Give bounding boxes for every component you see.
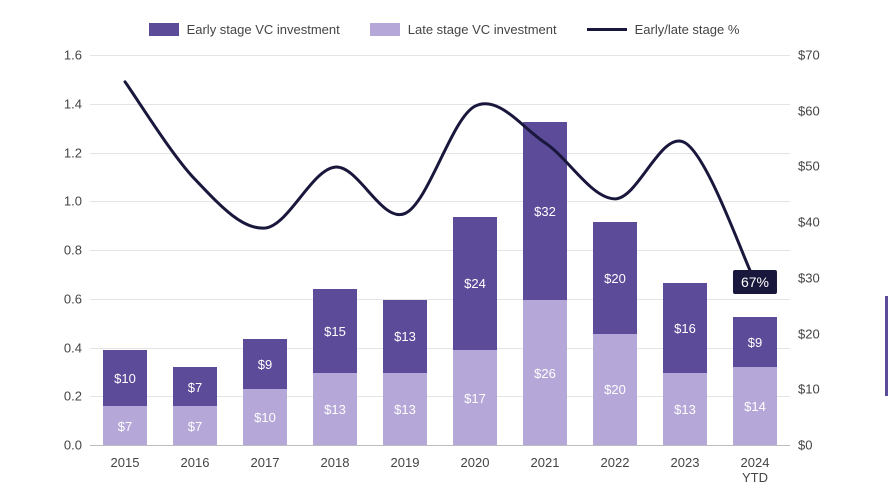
bar-early [663,283,706,372]
y-left-tick: 0.2 [64,389,90,404]
x-tick: 2024 YTD [741,445,770,485]
bar-early [243,339,286,389]
bar-late [593,334,636,445]
bar-early [313,289,356,373]
x-tick: 2018 [321,445,350,470]
y-left-tick: 0.0 [64,438,90,453]
bar-late [173,406,216,445]
legend-label-ratio: Early/late stage % [635,22,740,37]
x-tick: 2020 [461,445,490,470]
x-tick: 2023 [671,445,700,470]
bar-group: $17$24 [453,217,496,445]
x-tick: 2017 [251,445,280,470]
y-left-tick: 1.2 [64,145,90,160]
bar-late [523,300,566,445]
bar-late [663,373,706,445]
y-left-tick: 0.6 [64,291,90,306]
y-right-tick: $60 [790,103,820,118]
legend: Early stage VC investment Late stage VC … [0,18,888,40]
x-tick: 2022 [601,445,630,470]
bar-early [593,222,636,333]
bar-late [453,350,496,445]
bar-late [383,373,426,445]
legend-item-early: Early stage VC investment [149,22,340,37]
callout-box: 67% [733,270,777,294]
bar-early [733,317,776,367]
legend-label-early: Early stage VC investment [187,22,340,37]
callout-text: 67% [741,274,769,290]
gridline [90,55,790,56]
bar-group: $13$13 [383,300,426,445]
bar-group: $7$10 [103,350,146,445]
bar-group: $10$9 [243,339,286,445]
legend-item-ratio: Early/late stage % [587,22,740,37]
x-tick: 2015 [111,445,140,470]
y-left-tick: 0.8 [64,243,90,258]
gridline [90,104,790,105]
y-right-tick: $20 [790,326,820,341]
legend-swatch-early [149,23,179,36]
legend-label-late: Late stage VC investment [408,22,557,37]
bar-early [103,350,146,406]
y-left-tick: 0.4 [64,340,90,355]
y-left-tick: 1.0 [64,194,90,209]
y-left-tick: 1.4 [64,96,90,111]
bar-early [453,217,496,351]
y-right-tick: $30 [790,270,820,285]
y-right-tick: $10 [790,382,820,397]
bar-early [383,300,426,372]
bar-group: $7$7 [173,367,216,445]
bar-group: $13$16 [663,283,706,445]
y-right-tick: $50 [790,159,820,174]
gridline [90,201,790,202]
bar-early [173,367,216,406]
gridline [90,153,790,154]
bar-group: $13$15 [313,289,356,445]
chart-canvas: Early stage VC investment Late stage VC … [0,0,888,500]
y-right-tick: $0 [790,438,812,453]
legend-swatch-late [370,23,400,36]
x-tick: 2019 [391,445,420,470]
gridline [90,250,790,251]
plot-area: 0.00.20.40.60.81.01.21.41.6$0$10$20$30$4… [90,55,790,445]
legend-line-icon [587,28,627,31]
bar-late [103,406,146,445]
bar-group: $14$9 [733,317,776,445]
bar-late [733,367,776,445]
y-left-tick: 1.6 [64,48,90,63]
y-right-tick: $40 [790,215,820,230]
legend-item-late: Late stage VC investment [370,22,557,37]
y-right-tick: $70 [790,48,820,63]
bar-late [243,389,286,445]
x-tick: 2021 [531,445,560,470]
bar-group: $26$32 [523,122,566,445]
bar-late [313,373,356,445]
bar-group: $20$20 [593,222,636,445]
bar-early [523,122,566,300]
x-tick: 2016 [181,445,210,470]
